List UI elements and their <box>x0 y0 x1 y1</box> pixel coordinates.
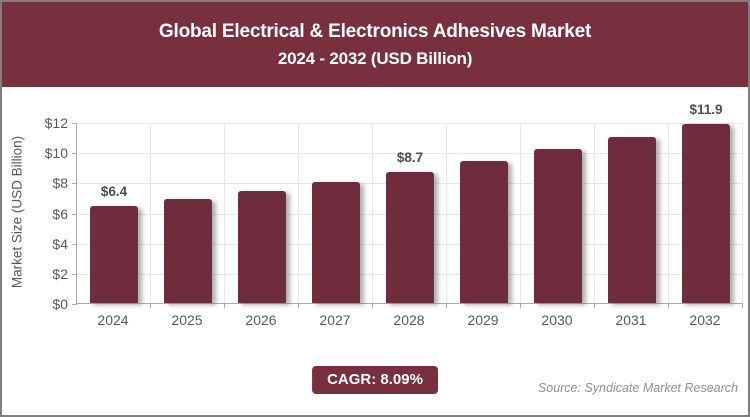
v-gridline <box>150 123 151 303</box>
v-gridline <box>520 123 521 303</box>
y-tick-label: $8 <box>52 175 68 192</box>
x-tick-label: 2025 <box>171 312 203 328</box>
x-tick-label: 2031 <box>615 312 647 328</box>
plot-area: $6.4 $8.7 $11.9 <box>72 102 743 308</box>
bar-2028 <box>386 171 434 303</box>
y-tick-label: $2 <box>52 265 68 282</box>
v-gridline <box>446 123 447 303</box>
v-gridline <box>668 123 669 303</box>
y-tick-mark <box>72 153 77 155</box>
chart-title-line1: Global Electrical & Electronics Adhesive… <box>158 20 592 42</box>
y-tick-label: $10 <box>44 145 68 162</box>
x-tick-mark <box>372 303 373 308</box>
x-tick-mark <box>224 303 225 308</box>
bar-2032 <box>682 123 730 303</box>
x-tick-label: 2027 <box>319 312 351 328</box>
y-tick-mark <box>72 183 77 185</box>
x-tick-label: 2032 <box>689 312 721 328</box>
chart-title-line2: 2024 - 2032 (USD Billion) <box>277 48 473 68</box>
bar-2027 <box>312 182 360 303</box>
bar-value-label: $8.7 <box>396 149 424 165</box>
bar-2025 <box>164 198 212 303</box>
h-gridline <box>77 123 742 124</box>
chart-title-banner: Global Electrical & Electronics Adhesive… <box>2 2 748 87</box>
x-tick-label: 2030 <box>541 312 573 328</box>
y-tick-mark <box>72 273 77 275</box>
x-tick-mark <box>150 303 151 308</box>
cagr-badge: CAGR: 8.09% <box>312 366 438 394</box>
x-tick-mark <box>668 303 669 308</box>
v-gridline <box>742 123 743 303</box>
v-gridline <box>372 123 373 303</box>
x-tick-label: 2024 <box>97 312 129 328</box>
y-tick-mark <box>72 123 77 124</box>
x-tick-label: 2028 <box>393 312 425 328</box>
y-tick-mark <box>72 243 77 245</box>
y-tick-label: $6 <box>52 205 68 222</box>
y-tick-mark <box>72 213 77 215</box>
bar-value-label: $6.4 <box>100 184 128 200</box>
source-text: Source: Syndicate Market Research <box>537 381 738 395</box>
x-tick-mark <box>594 303 595 308</box>
x-tick-mark <box>298 303 299 308</box>
x-tick-mark <box>520 303 521 308</box>
y-tick-label: $12 <box>44 115 68 131</box>
bar-2030 <box>534 149 582 303</box>
y-tick-label: $4 <box>52 235 68 252</box>
x-tick-label: 2029 <box>467 312 499 328</box>
bar-value-label: $11.9 <box>689 101 723 117</box>
x-tick-label: 2026 <box>245 312 277 328</box>
x-tick-mark <box>446 303 447 308</box>
v-gridline <box>224 123 225 303</box>
y-tick-label: $0 <box>52 296 68 312</box>
bar-2029 <box>460 161 508 303</box>
x-tick-mark <box>742 303 743 308</box>
y-tick-mark <box>72 304 77 305</box>
v-gridline <box>594 123 595 303</box>
bar-2026 <box>238 191 286 303</box>
bar-2031 <box>608 137 656 303</box>
bar-2024 <box>90 206 138 303</box>
h-gridline <box>77 153 742 155</box>
v-gridline <box>298 123 299 303</box>
